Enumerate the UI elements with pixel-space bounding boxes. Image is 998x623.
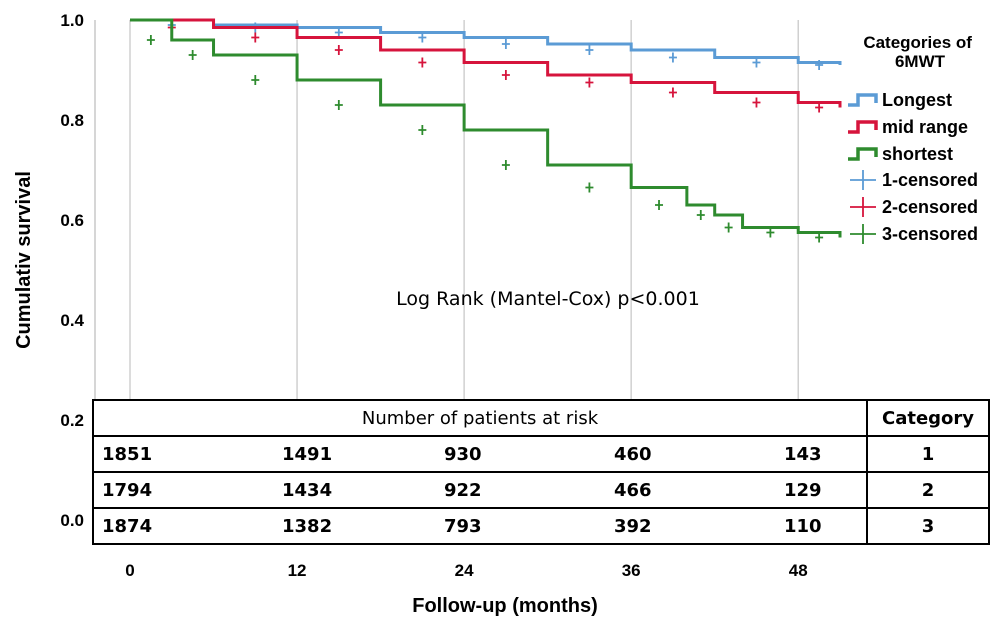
legend-title: Categories of 6MWT — [863, 33, 976, 71]
risk-value: 1851 — [102, 444, 153, 465]
legend-swatch-line — [848, 147, 878, 161]
legend: Longest mid range shortest 1-censored 2-cens… — [848, 90, 978, 244]
censor-mark — [668, 87, 677, 98]
censor-mark — [815, 102, 824, 113]
risk-value: 1794 — [102, 480, 153, 501]
legend-title-line-2: 6MWT — [895, 52, 946, 71]
legend-censored-label: 1-censored — [882, 170, 978, 190]
censor-mark — [188, 50, 197, 60]
risk-table: Number of patients at risk Category 1851… — [92, 399, 990, 545]
risk-value: 466 — [614, 480, 652, 501]
censor-mark — [501, 160, 510, 170]
y-axis: 0.0 0.2 0.4 0.6 0.8 1.0 — [60, 11, 84, 530]
legend-label: shortest — [882, 144, 953, 164]
censor-mark — [501, 70, 510, 80]
log-rank-annotation: Log Rank (Mantel-Cox) p<0.001 — [396, 288, 700, 310]
censor-mark — [501, 39, 510, 49]
censor-mark — [585, 182, 594, 193]
x-axis: 0 12 24 36 48 — [125, 561, 807, 580]
legend-label: Longest — [882, 90, 952, 110]
censor-mark — [655, 200, 664, 210]
censor-mark — [815, 60, 824, 70]
risk-row-values: 1874 1382 793 392 110 — [92, 507, 868, 545]
risk-value: 392 — [614, 516, 652, 537]
risk-category: 1 — [866, 435, 990, 473]
risk-value: 1434 — [282, 480, 333, 501]
censor-mark — [418, 32, 427, 43]
y-axis-title: Cumulativ survival — [13, 171, 35, 349]
x-tick-label: 36 — [622, 561, 641, 580]
risk-category: 2 — [866, 471, 990, 509]
category-header: Category — [866, 399, 990, 437]
series-line-2 — [130, 18, 842, 108]
legend-censored-label: 3-censored — [882, 224, 978, 244]
risk-row-values: 1851 1491 930 460 143 — [92, 435, 868, 473]
x-axis-title: Follow-up (months) — [412, 595, 598, 617]
censor-mark — [585, 45, 594, 55]
y-tick-label: 1.0 — [60, 11, 84, 30]
legend-censored-label: 2-censored — [882, 197, 978, 217]
risk-value: 143 — [784, 444, 822, 465]
risk-value: 460 — [614, 444, 652, 465]
series-lines — [130, 18, 842, 243]
y-tick-label: 0.6 — [60, 211, 84, 230]
x-tick-label: 48 — [789, 561, 808, 580]
legend-swatch-line — [848, 93, 878, 107]
series-line-3 — [130, 18, 842, 238]
y-tick-label: 0.4 — [60, 311, 84, 330]
censor-mark — [334, 27, 343, 38]
risk-category: 3 — [866, 507, 990, 545]
censor-mark — [696, 210, 705, 220]
censor-mark — [585, 77, 594, 88]
y-tick-label: 0.0 — [60, 511, 84, 530]
risk-value: 793 — [444, 516, 482, 537]
legend-censor-mark — [850, 170, 876, 190]
x-tick-label: 24 — [455, 561, 474, 580]
x-tick-label: 0 — [125, 561, 134, 580]
censor-mark — [418, 125, 427, 135]
censor-mark — [766, 227, 775, 238]
risk-table-header-row: Number of patients at risk Category — [92, 399, 990, 437]
censor-mark — [815, 232, 824, 243]
censor-mark — [418, 57, 427, 68]
censor-mark — [334, 100, 343, 110]
risk-row: 1794 1434 922 466 129 2 — [92, 471, 990, 509]
risk-row: 1851 1491 930 460 143 1 — [92, 435, 990, 473]
legend-censor-mark — [850, 197, 876, 217]
grid-lines — [94, 20, 799, 420]
risk-value: 1382 — [282, 516, 333, 537]
legend-censor-mark — [850, 224, 876, 244]
risk-table-title: Number of patients at risk — [92, 399, 868, 437]
censor-mark — [752, 57, 761, 68]
legend-title-line-1: Categories of — [863, 33, 972, 52]
risk-value: 110 — [784, 516, 822, 537]
y-tick-label: 0.8 — [60, 111, 84, 130]
censor-mark — [668, 52, 677, 63]
risk-value: 1874 — [102, 516, 153, 537]
censor-mark — [251, 32, 260, 43]
censor-mark — [251, 75, 260, 85]
x-tick-label: 12 — [288, 561, 307, 580]
risk-row-values: 1794 1434 922 466 129 — [92, 471, 868, 509]
y-tick-label: 0.2 — [60, 411, 84, 430]
censor-mark — [334, 45, 343, 55]
legend-swatch-line — [848, 120, 878, 134]
risk-value: 129 — [784, 480, 822, 501]
series-line-1 — [130, 18, 842, 65]
risk-value: 930 — [444, 444, 482, 465]
censor-mark — [724, 222, 733, 233]
risk-row: 1874 1382 793 392 110 3 — [92, 507, 990, 545]
risk-value: 1491 — [282, 444, 333, 465]
risk-value: 922 — [444, 480, 482, 501]
censor-mark — [146, 35, 155, 45]
legend-label: mid range — [882, 117, 968, 137]
censor-mark — [752, 97, 761, 108]
